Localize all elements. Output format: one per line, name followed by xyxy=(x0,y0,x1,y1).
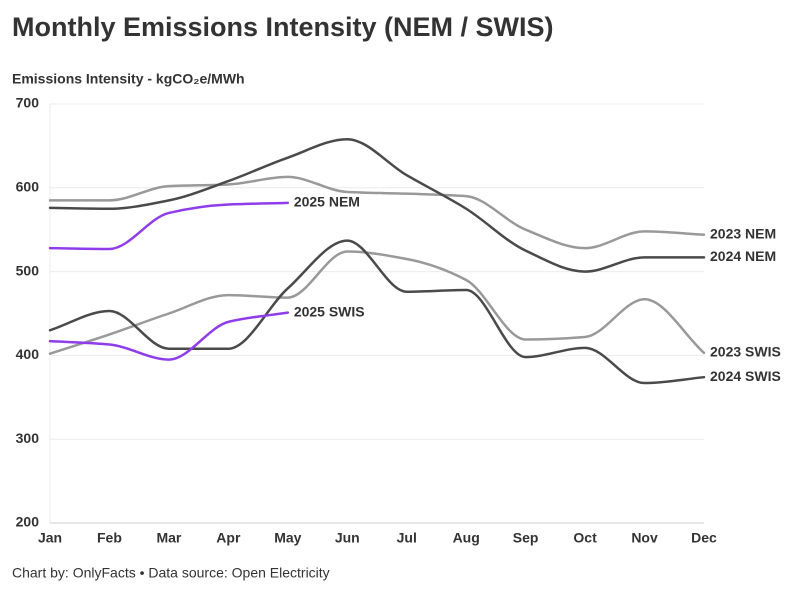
x-tick-label: Apr xyxy=(216,530,241,546)
y-tick-label: 200 xyxy=(16,514,40,530)
y-tick-label: 400 xyxy=(16,346,40,362)
series-label: 2023 NEM xyxy=(710,225,776,241)
y-tick-label: 700 xyxy=(16,95,40,111)
y-tick-label: 500 xyxy=(16,262,40,278)
x-tick-label: Aug xyxy=(453,530,480,546)
y-tick-label: 600 xyxy=(16,179,40,195)
x-tick-label: Oct xyxy=(573,530,597,546)
x-tick-label: Jun xyxy=(335,530,360,546)
x-tick-label: Jul xyxy=(397,530,417,546)
y-axis-title: Emissions Intensity - kgCO₂e/MWh xyxy=(12,71,245,87)
series-label: 2024 SWIS xyxy=(710,368,781,384)
chart-title: Monthly Emissions Intensity (NEM / SWIS) xyxy=(12,12,554,42)
series-line xyxy=(48,239,706,385)
footer: Chart by: OnlyFacts • Data source: Open … xyxy=(12,565,330,581)
series-label: 2025 SWIS xyxy=(294,303,365,319)
x-tick-label: Sep xyxy=(513,530,539,546)
x-tick-label: Nov xyxy=(631,530,658,546)
series-label: 2025 NEM xyxy=(294,194,360,210)
series-line xyxy=(48,250,706,355)
x-tick-label: Mar xyxy=(156,530,181,546)
x-tick-label: Jan xyxy=(38,530,62,546)
series-label: 2023 SWIS xyxy=(710,344,781,360)
x-tick-label: May xyxy=(274,530,301,546)
x-tick-label: Dec xyxy=(691,530,717,546)
x-tick-label: Feb xyxy=(97,530,122,546)
y-tick-label: 300 xyxy=(16,430,40,446)
series-line xyxy=(48,311,290,361)
series-line xyxy=(48,175,706,250)
series-line xyxy=(48,137,706,273)
series-label: 2024 NEM xyxy=(710,248,776,264)
series-line xyxy=(48,201,290,251)
